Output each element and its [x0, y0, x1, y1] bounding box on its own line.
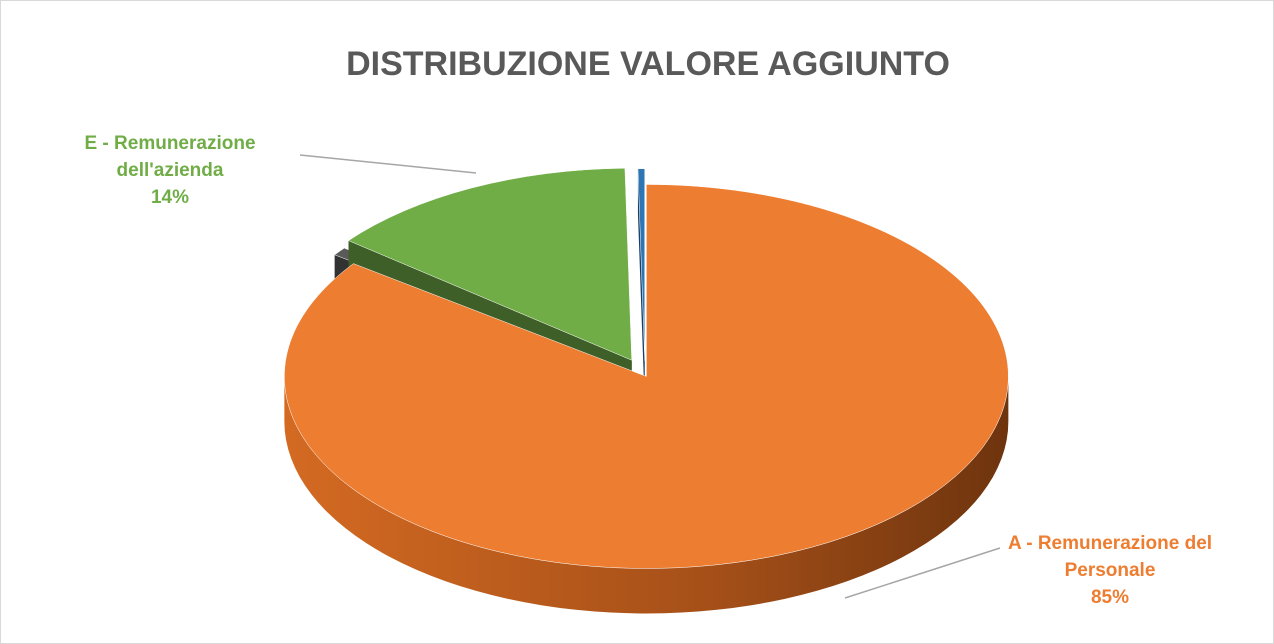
- chart-title: DISTRIBUZIONE VALORE AGGIUNTO: [346, 45, 950, 83]
- leader-line: [844, 547, 1001, 599]
- slice-value-label: 85%: [1090, 587, 1130, 608]
- slice-edge: [637, 168, 645, 406]
- slice: [284, 184, 1009, 569]
- slice-label: E - Remunerazione dell'azienda: [84, 133, 256, 181]
- slice-side: [284, 376, 1009, 614]
- leader-line: [299, 154, 477, 174]
- slice: [347, 167, 632, 361]
- slice: [637, 168, 646, 361]
- slice-value-label: 14%: [150, 187, 190, 208]
- slice-label: A - Remunerazione del Personale: [1007, 533, 1213, 581]
